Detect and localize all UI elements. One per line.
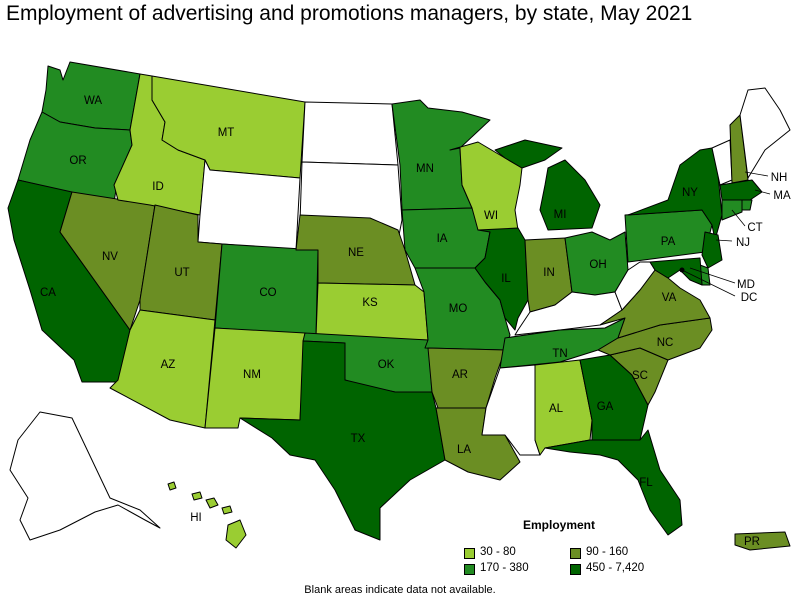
label-il: IL — [501, 273, 511, 285]
state-fl[interactable] — [544, 429, 683, 536]
state-mt[interactable] — [151, 75, 306, 179]
label-id: ID — [152, 181, 164, 193]
label-mi: MI — [554, 209, 567, 221]
label-or: OR — [69, 155, 86, 167]
label-pa: PA — [661, 236, 676, 248]
state-ks[interactable] — [315, 282, 429, 341]
state-ri[interactable] — [741, 199, 753, 211]
legend-label-1: 30 - 80 — [480, 546, 516, 558]
label-ny: NY — [682, 187, 698, 199]
label-fl: FL — [639, 477, 653, 489]
label-ne: NE — [348, 247, 364, 259]
label-nv: NV — [102, 251, 118, 263]
state-nh[interactable] — [729, 114, 749, 184]
label-ar: AR — [452, 369, 468, 381]
state-nj[interactable] — [701, 231, 723, 269]
legend-title: Employment — [523, 518, 596, 532]
map-title: Employment of advertising and promotions… — [6, 2, 693, 25]
label-nm: NM — [243, 369, 261, 381]
label-ma: MA — [773, 190, 791, 202]
label-nh: NH — [771, 172, 788, 184]
state-wi[interactable] — [449, 141, 523, 231]
legend-label-3: 170 - 380 — [480, 562, 529, 574]
legend-label-2: 90 - 160 — [586, 546, 629, 558]
label-co: CO — [259, 287, 276, 299]
state-tx[interactable] — [239, 340, 446, 541]
label-va: VA — [662, 292, 677, 304]
label-mn: MN — [416, 163, 434, 175]
label-md: MD — [737, 279, 755, 291]
label-ga: GA — [597, 401, 614, 413]
label-ca: CA — [40, 287, 56, 299]
label-sc: SC — [632, 370, 648, 382]
state-hi[interactable] — [167, 481, 247, 549]
legend-swatch-2 — [570, 548, 581, 559]
state-nd[interactable] — [301, 101, 399, 166]
state-mi[interactable] — [494, 139, 601, 231]
label-hi: HI — [190, 512, 202, 524]
label-ok: OK — [378, 359, 395, 371]
legend-label-4: 450 - 7,420 — [586, 562, 645, 574]
dc-marker — [679, 267, 685, 273]
label-nj: NJ — [736, 237, 750, 249]
leader-lines — [681, 171, 771, 297]
state-ak[interactable] — [9, 411, 161, 541]
state-labels: WA OR CA NV ID MT UT AZ CO NM NE KS OK T… — [40, 95, 791, 548]
label-az: AZ — [161, 359, 176, 371]
label-ks: KS — [362, 297, 378, 309]
legend-swatch-1 — [464, 548, 475, 559]
legend-swatch-4 — [570, 564, 581, 575]
label-mt: MT — [218, 127, 235, 139]
legend-swatch-3 — [464, 564, 475, 575]
label-mo: MO — [449, 303, 468, 315]
state-me[interactable] — [739, 87, 791, 179]
label-in: IN — [543, 267, 555, 279]
label-wi: WI — [484, 210, 498, 222]
label-ct: CT — [747, 222, 762, 234]
state-ma[interactable] — [719, 179, 763, 201]
state-az[interactable] — [109, 309, 216, 429]
label-dc: DC — [741, 292, 758, 304]
label-wa: WA — [84, 95, 102, 107]
label-ia: IA — [437, 233, 448, 245]
state-pr[interactable] — [734, 531, 791, 551]
label-pr: PR — [744, 536, 760, 548]
label-al: AL — [549, 403, 564, 415]
label-tn: TN — [552, 348, 567, 360]
label-la: LA — [457, 444, 471, 456]
state-md[interactable] — [649, 257, 703, 286]
label-tx: TX — [351, 433, 366, 445]
label-nc: NC — [657, 337, 674, 349]
footnote: Blank areas indicate data not available. — [304, 584, 496, 596]
label-oh: OH — [589, 259, 606, 271]
label-ut: UT — [174, 267, 189, 279]
